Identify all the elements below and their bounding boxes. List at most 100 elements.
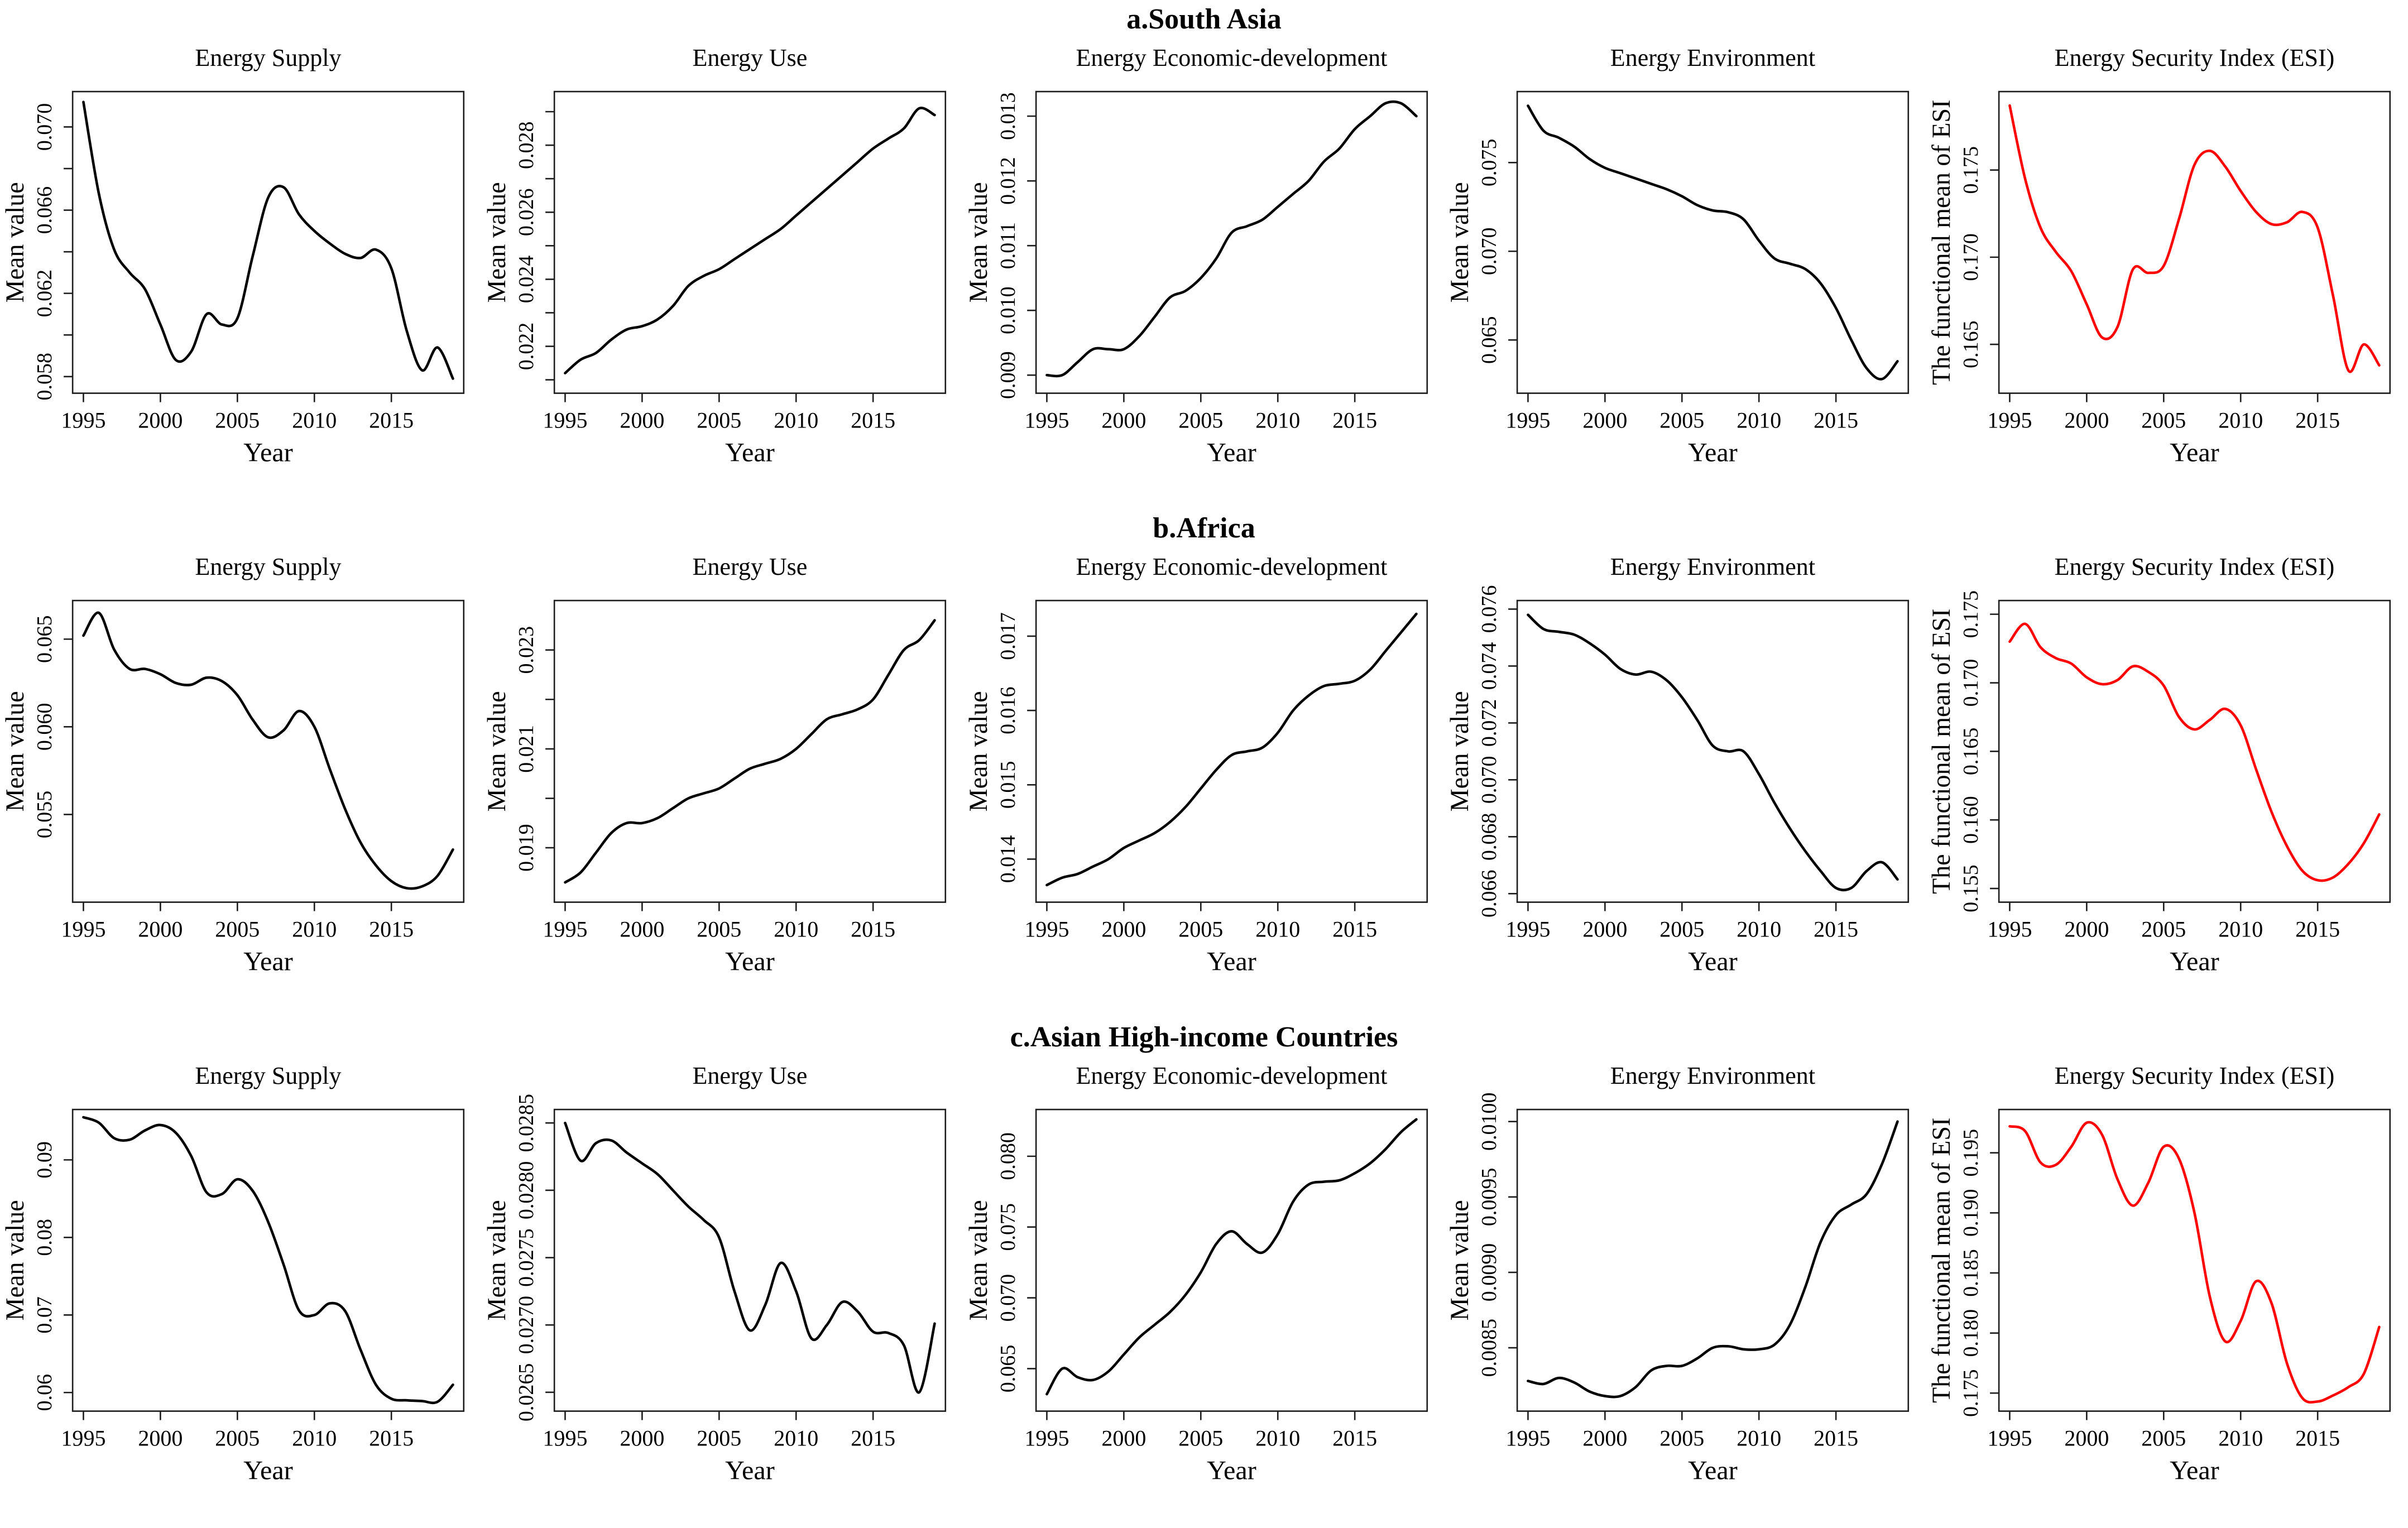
svg-text:2005: 2005: [2141, 917, 2186, 942]
svg-text:1995: 1995: [543, 408, 587, 433]
svg-text:0.165: 0.165: [1959, 728, 1983, 776]
svg-text:0.170: 0.170: [1959, 233, 1983, 281]
svg-text:Year: Year: [1689, 947, 1738, 977]
panel-title-south-asia: a.South Asia: [1126, 3, 1282, 35]
svg-text:Energy Environment: Energy Environment: [1610, 553, 1815, 580]
svg-text:2015: 2015: [1332, 408, 1377, 433]
svg-text:0.185: 0.185: [1959, 1249, 1983, 1297]
panel-title-africa: b.Africa: [1153, 512, 1255, 544]
svg-text:0.0100: 0.0100: [1478, 1092, 1501, 1151]
svg-text:2000: 2000: [620, 917, 664, 942]
chart-africa-energy-environment: Energy Environment 0.066 0.068 0.070 0.072 0.…: [1445, 545, 1926, 1018]
svg-text:0.0285: 0.0285: [515, 1094, 538, 1152]
svg-text:The functional mean of ESI: The functional mean of ESI: [1927, 609, 1955, 894]
charts-row-asian-high-income: Energy Supply 0.06 0.07 0.08 0.09 1995 2000 200…: [0, 1054, 2408, 1527]
svg-text:1995: 1995: [1506, 1426, 1551, 1451]
svg-text:0.065: 0.065: [33, 615, 56, 663]
svg-text:2010: 2010: [2218, 408, 2263, 433]
svg-text:Year: Year: [243, 438, 293, 468]
svg-text:0.09: 0.09: [33, 1141, 56, 1179]
svg-text:0.0280: 0.0280: [515, 1161, 538, 1220]
svg-text:0.165: 0.165: [1959, 320, 1983, 368]
svg-text:Mean value: Mean value: [1445, 182, 1474, 302]
svg-text:2000: 2000: [1583, 408, 1628, 433]
svg-text:Energy Economic-development: Energy Economic-development: [1076, 1062, 1387, 1089]
svg-text:2015: 2015: [1814, 1426, 1859, 1451]
svg-text:2010: 2010: [774, 408, 818, 433]
svg-text:Mean value: Mean value: [964, 1200, 992, 1320]
svg-text:0.190: 0.190: [1959, 1189, 1983, 1237]
svg-text:0.011: 0.011: [996, 222, 1020, 269]
svg-text:Mean value: Mean value: [482, 1200, 511, 1320]
svg-text:Energy Supply: Energy Supply: [195, 1062, 341, 1089]
svg-text:1995: 1995: [1506, 408, 1551, 433]
svg-text:Energy Economic-development: Energy Economic-development: [1076, 553, 1387, 580]
svg-text:1995: 1995: [1024, 1426, 1069, 1451]
svg-text:1995: 1995: [1024, 917, 1069, 942]
svg-text:0.075: 0.075: [1478, 139, 1501, 187]
panel-africa: b.Africa Energy Supply 0.055 0.060 0.065 199…: [0, 509, 2408, 1018]
svg-text:2010: 2010: [292, 917, 337, 942]
svg-text:2010: 2010: [774, 1426, 818, 1451]
svg-text:0.021: 0.021: [515, 725, 538, 773]
svg-text:Energy Security Index (ESI): Energy Security Index (ESI): [2055, 553, 2335, 580]
svg-text:Year: Year: [725, 1456, 775, 1486]
svg-text:2015: 2015: [1814, 917, 1859, 942]
svg-text:0.068: 0.068: [1478, 813, 1501, 861]
svg-text:0.013: 0.013: [996, 92, 1020, 140]
svg-text:Mean value: Mean value: [1, 1200, 29, 1320]
svg-text:0.009: 0.009: [996, 351, 1020, 399]
svg-text:0.080: 0.080: [996, 1132, 1020, 1180]
svg-text:Year: Year: [243, 1456, 293, 1486]
svg-text:Energy Environment: Energy Environment: [1610, 44, 1815, 71]
svg-text:Energy Use: Energy Use: [692, 1062, 807, 1089]
svg-text:0.076: 0.076: [1478, 585, 1501, 633]
svg-text:Year: Year: [2170, 947, 2219, 977]
svg-text:0.023: 0.023: [515, 626, 538, 674]
svg-text:0.028: 0.028: [515, 121, 538, 169]
svg-text:Year: Year: [2170, 438, 2219, 468]
svg-text:2010: 2010: [1737, 917, 1782, 942]
svg-text:0.175: 0.175: [1959, 146, 1983, 194]
svg-text:2010: 2010: [2218, 1426, 2263, 1451]
svg-text:2010: 2010: [292, 1426, 337, 1451]
svg-text:0.07: 0.07: [33, 1296, 56, 1334]
svg-text:0.055: 0.055: [33, 791, 56, 839]
svg-text:1995: 1995: [543, 1426, 587, 1451]
svg-text:0.060: 0.060: [33, 703, 56, 751]
svg-text:Year: Year: [2170, 1456, 2219, 1486]
chart-asian-high-income-energy-supply: Energy Supply 0.06 0.07 0.08 0.09 1995 2000 200…: [0, 1054, 482, 1527]
svg-text:Energy Security Index (ESI): Energy Security Index (ESI): [2055, 1062, 2335, 1089]
svg-text:2015: 2015: [2295, 917, 2340, 942]
chart-africa-energy-economic-development: Energy Economic-development 0.014 0.015 0.0…: [963, 545, 1445, 1018]
svg-text:0.070: 0.070: [1478, 756, 1501, 804]
svg-text:Year: Year: [1207, 1456, 1256, 1486]
panel-asian-high-income: c.Asian High-income Countries Energy Sup…: [0, 1018, 2408, 1527]
panel-title-asian-high-income: c.Asian High-income Countries: [1010, 1021, 1398, 1053]
svg-text:2005: 2005: [215, 917, 260, 942]
svg-text:2015: 2015: [2295, 1426, 2340, 1451]
svg-text:0.065: 0.065: [996, 1345, 1020, 1393]
svg-text:2010: 2010: [1737, 408, 1782, 433]
svg-text:Mean value: Mean value: [1, 691, 29, 811]
svg-text:Year: Year: [1689, 438, 1738, 468]
svg-text:0.066: 0.066: [33, 186, 56, 234]
svg-text:0.024: 0.024: [515, 256, 538, 304]
svg-text:0.016: 0.016: [996, 686, 1020, 734]
svg-text:1995: 1995: [1988, 1426, 2032, 1451]
svg-text:0.026: 0.026: [515, 189, 538, 237]
charts-row-africa: Energy Supply 0.055 0.060 0.065 1995 2000 2005…: [0, 545, 2408, 1018]
chart-asian-high-income-energy-environment: Energy Environment 0.0085 0.0090 0.0095 0.01…: [1445, 1054, 1926, 1527]
svg-text:0.015: 0.015: [996, 761, 1020, 809]
svg-text:2005: 2005: [1660, 408, 1705, 433]
svg-text:0.170: 0.170: [1959, 659, 1983, 707]
svg-text:Year: Year: [725, 438, 775, 468]
svg-text:2005: 2005: [1660, 1426, 1705, 1451]
svg-text:2000: 2000: [1101, 408, 1146, 433]
charts-row-south-asia: Energy Supply 0.058 0.062 0.066 0.070 1995 200…: [0, 36, 2408, 510]
svg-text:2005: 2005: [697, 1426, 741, 1451]
svg-text:The functional mean of ESI: The functional mean of ESI: [1927, 1118, 1955, 1403]
chart-africa-energy-security-index: Energy Security Index (ESI) 0.155 0.160 0.1…: [1926, 545, 2408, 1018]
svg-text:0.0090: 0.0090: [1478, 1243, 1501, 1302]
svg-text:2015: 2015: [851, 408, 895, 433]
